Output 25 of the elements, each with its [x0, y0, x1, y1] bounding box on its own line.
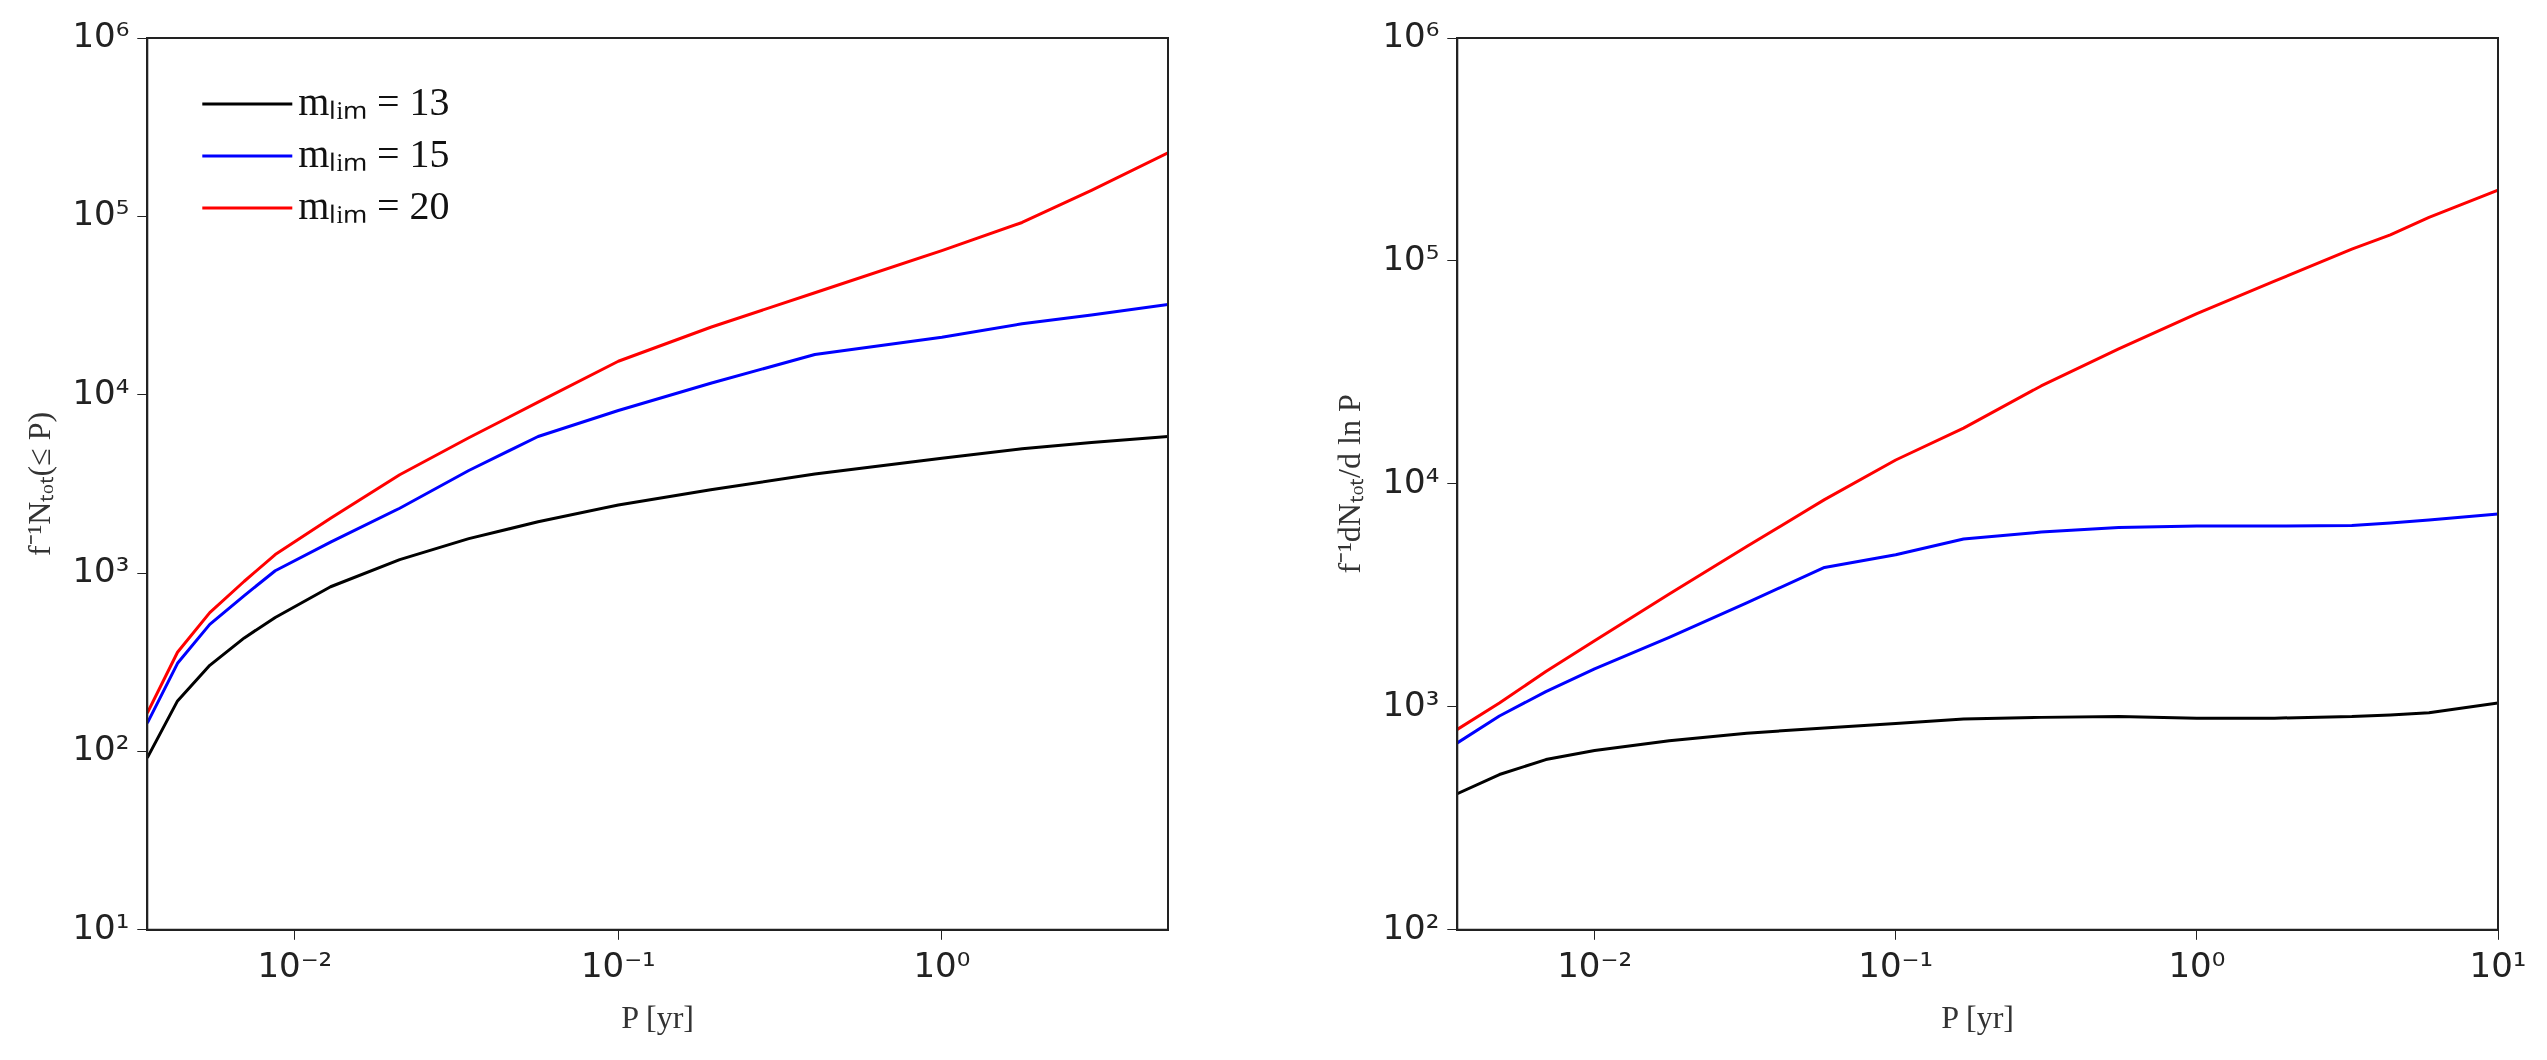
y-tick-label: 10³ — [1382, 683, 1440, 724]
y-axis-title: f⁻¹dNₜₒₜ/d ln P — [1330, 394, 1367, 574]
y-tick-label: 10⁵ — [1382, 237, 1440, 278]
x-axis-title: P [yr] — [621, 999, 694, 1036]
y-tick-label: 10² — [72, 728, 130, 769]
y-tick-label: 10² — [1382, 906, 1440, 947]
legend-label: mₗᵢₘ = 20 — [298, 182, 450, 228]
y-tick-label: 10³ — [72, 549, 130, 590]
y-axis-title: f⁻¹Nₜₒₜ(≤ P) — [20, 411, 57, 557]
y-tick-label: 10⁵ — [72, 193, 130, 234]
x-tick-label: 10⁰ — [2168, 945, 2226, 986]
x-tick-label: 10¹ — [2469, 945, 2527, 986]
x-tick-label: 10⁻² — [1557, 945, 1633, 986]
y-tick-label: 10¹ — [72, 906, 130, 947]
legend-label: mₗᵢₘ = 13 — [298, 78, 450, 124]
x-tick-label: 10⁻¹ — [580, 945, 656, 986]
legend-label: mₗᵢₘ = 15 — [298, 130, 450, 176]
x-axis-title: P [yr] — [1941, 999, 2014, 1036]
y-tick-label: 10⁶ — [72, 14, 130, 55]
x-tick-label: 10⁰ — [913, 945, 971, 986]
x-tick-label: 10⁻² — [257, 945, 333, 986]
y-tick-label: 10⁴ — [72, 371, 130, 412]
x-tick-label: 10⁻¹ — [1858, 945, 1934, 986]
y-tick-label: 10⁶ — [1382, 14, 1440, 55]
y-tick-label: 10⁴ — [1382, 460, 1440, 501]
